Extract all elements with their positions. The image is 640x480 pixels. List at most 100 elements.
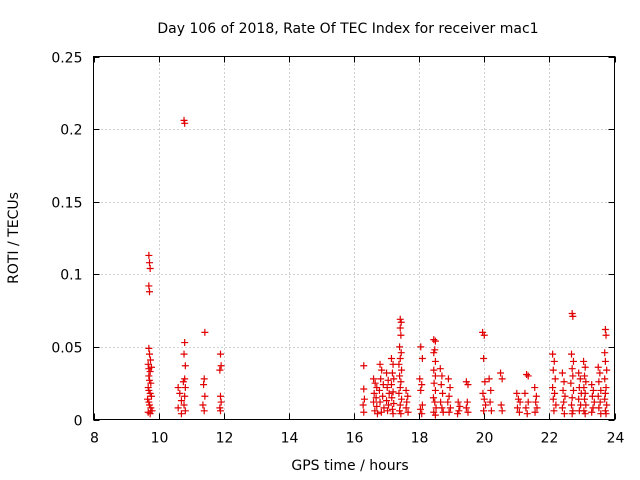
- data-point: [146, 259, 154, 267]
- data-point: [549, 384, 557, 392]
- data-point: [497, 369, 505, 377]
- data-point: [371, 379, 379, 387]
- data-point: [397, 318, 405, 326]
- data-point: [581, 389, 589, 397]
- data-point: [416, 375, 424, 383]
- data-point: [377, 408, 385, 416]
- data-point: [446, 384, 454, 392]
- y-tick-label: 0.2: [60, 123, 82, 139]
- data-point: [397, 349, 405, 357]
- data-point: [523, 370, 531, 378]
- x-axis-title: GPS time / hours: [291, 458, 408, 474]
- data-point: [581, 410, 589, 418]
- data-point: [431, 411, 439, 419]
- data-point: [146, 368, 154, 376]
- data-point: [402, 386, 410, 394]
- data-point: [147, 392, 155, 400]
- data-point: [360, 395, 368, 403]
- y-tick-label: 0: [74, 414, 83, 430]
- data-point: [146, 356, 154, 364]
- data-point: [359, 401, 367, 409]
- data-point: [486, 398, 494, 406]
- data-point: [602, 331, 610, 339]
- data-point: [417, 343, 425, 351]
- data-point: [569, 386, 577, 394]
- data-point: [378, 366, 386, 374]
- data-point: [436, 365, 444, 373]
- data-point: [387, 355, 395, 363]
- data-point: [581, 372, 589, 380]
- data-point: [379, 392, 387, 400]
- data-point: [602, 410, 610, 418]
- data-point: [560, 378, 568, 386]
- data-point: [147, 379, 155, 387]
- data-point: [370, 375, 378, 383]
- x-tick-label: 18: [411, 431, 429, 447]
- data-point: [145, 344, 153, 352]
- data-point: [464, 381, 472, 389]
- data-point: [498, 375, 506, 383]
- data-point: [560, 398, 568, 406]
- data-point: [384, 376, 392, 384]
- data-point: [181, 119, 189, 127]
- data-point: [395, 360, 403, 368]
- data-point: [217, 362, 225, 370]
- data-point: [176, 389, 184, 397]
- data-point: [396, 355, 404, 363]
- data-point: [444, 375, 452, 383]
- data-point: [444, 398, 452, 406]
- data-point: [404, 392, 412, 400]
- data-point: [575, 369, 583, 377]
- data-point: [601, 325, 609, 333]
- data-point: [383, 369, 391, 377]
- x-tick-label: 10: [151, 431, 169, 447]
- data-point: [567, 379, 575, 387]
- data-point: [513, 389, 521, 397]
- data-point: [403, 398, 411, 406]
- data-point: [384, 407, 392, 415]
- data-point: [396, 343, 404, 351]
- x-tick-label: 22: [541, 431, 559, 447]
- data-points: [144, 116, 611, 419]
- data-point: [480, 355, 488, 363]
- data-point: [524, 398, 532, 406]
- data-point: [515, 408, 523, 416]
- data-point: [389, 360, 397, 368]
- data-point: [581, 395, 589, 403]
- x-tick-label: 14: [281, 431, 299, 447]
- data-point: [397, 410, 405, 418]
- data-point: [180, 401, 188, 409]
- data-point: [531, 384, 539, 392]
- data-point: [216, 366, 224, 374]
- data-point: [430, 366, 438, 374]
- data-point: [430, 379, 438, 387]
- data-point: [596, 369, 604, 377]
- data-point: [464, 408, 472, 416]
- data-point: [454, 410, 462, 418]
- data-point: [200, 407, 208, 415]
- axis-ticks: 8 10 12 14 16 18 20 22 24 0 0.05 0.1 0.15 0.2 0.25: [51, 51, 624, 447]
- data-point: [377, 375, 385, 383]
- data-point: [439, 408, 447, 416]
- data-point: [445, 392, 453, 400]
- data-point: [390, 400, 398, 408]
- data-point: [568, 350, 576, 358]
- data-point: [438, 404, 446, 412]
- data-point: [559, 386, 567, 394]
- data-point: [372, 394, 380, 402]
- data-point: [603, 366, 611, 374]
- data-point: [145, 251, 153, 259]
- data-point: [445, 408, 453, 416]
- data-point: [480, 331, 488, 339]
- data-point: [402, 404, 410, 412]
- data-point: [179, 378, 187, 386]
- data-point: [418, 381, 426, 389]
- data-point: [568, 401, 576, 409]
- data-point: [487, 407, 495, 415]
- data-point: [177, 397, 185, 405]
- data-point: [181, 362, 189, 370]
- data-point: [582, 401, 590, 409]
- y-axis-title: ROTI / TECUs: [6, 192, 22, 284]
- data-point: [594, 363, 602, 371]
- data-point: [145, 372, 153, 380]
